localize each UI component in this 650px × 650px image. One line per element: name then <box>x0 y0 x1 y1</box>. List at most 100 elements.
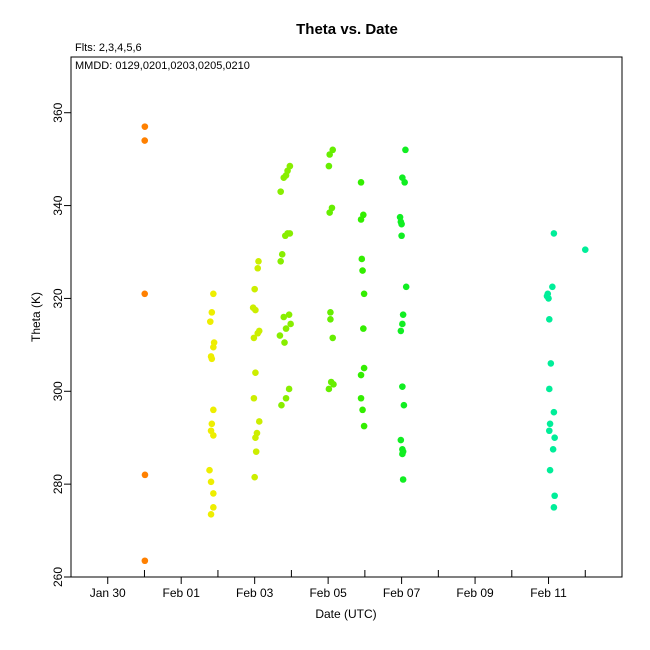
data-point <box>326 209 333 216</box>
data-point <box>399 383 406 390</box>
data-point <box>399 320 406 328</box>
data-point <box>208 420 216 428</box>
data-point <box>398 232 405 240</box>
data-point <box>402 283 410 291</box>
data-point <box>359 267 366 274</box>
x-tick-label: Feb 09 <box>456 586 494 600</box>
y-tick-label: 300 <box>51 381 65 401</box>
data-point <box>206 318 214 325</box>
chart-title: Theta vs. Date <box>296 21 398 38</box>
data-point <box>360 290 368 298</box>
data-point <box>251 285 258 293</box>
data-point <box>208 309 216 316</box>
y-tick-label: 340 <box>51 195 65 215</box>
data-point <box>281 339 288 346</box>
y-axis: 260 280 300 320 340 360 <box>51 102 71 587</box>
data-point <box>397 436 405 444</box>
data-points <box>141 123 589 565</box>
data-point <box>141 471 149 479</box>
data-point <box>252 448 260 455</box>
data-point <box>254 329 262 337</box>
data-point <box>549 283 556 291</box>
data-point <box>397 327 405 335</box>
data-point <box>327 309 334 316</box>
data-point <box>276 332 284 339</box>
data-point <box>280 174 288 182</box>
mmdd-label: MMDD: 0129,0201,0203,0205,0210 <box>75 60 250 72</box>
data-point <box>551 434 558 442</box>
data-point <box>255 257 262 265</box>
x-tick-label: Jan 30 <box>90 586 126 600</box>
data-point <box>207 478 215 486</box>
data-point <box>358 255 366 263</box>
data-point <box>210 432 217 439</box>
data-point <box>326 151 333 158</box>
y-tick-label: 280 <box>51 474 65 494</box>
data-point <box>282 325 290 332</box>
data-point <box>330 381 337 388</box>
data-point <box>141 290 149 298</box>
x-axis-label: Date (UTC) <box>315 607 376 621</box>
y-tick-label: 260 <box>51 567 65 587</box>
x-tick-label: Feb 07 <box>383 586 421 600</box>
data-point <box>550 230 558 237</box>
data-point <box>398 220 405 228</box>
x-tick-label: Feb 01 <box>163 586 201 600</box>
data-point <box>402 146 409 154</box>
data-point <box>399 311 407 318</box>
data-point <box>357 216 365 223</box>
data-point <box>250 394 258 402</box>
data-point <box>400 401 408 409</box>
data-point <box>252 369 259 377</box>
data-point <box>329 334 337 342</box>
y-tick-label: 360 <box>51 102 65 122</box>
data-point <box>551 492 558 500</box>
data-point <box>357 371 365 379</box>
data-point <box>357 394 365 402</box>
data-point <box>546 420 554 428</box>
data-point <box>360 422 368 430</box>
data-point <box>210 504 217 511</box>
data-point <box>285 385 293 393</box>
x-tick-label: Feb 03 <box>236 586 274 600</box>
data-point <box>285 311 293 318</box>
data-point <box>549 446 557 453</box>
plot-frame <box>70 56 623 578</box>
data-point <box>329 146 337 154</box>
data-point <box>254 264 262 272</box>
data-point <box>250 334 258 342</box>
data-point <box>277 257 284 265</box>
data-point <box>277 188 284 195</box>
data-point <box>278 401 285 409</box>
data-point <box>550 504 558 511</box>
data-point <box>550 408 558 416</box>
data-point <box>545 385 553 393</box>
data-point <box>401 179 408 186</box>
data-point <box>141 557 149 565</box>
data-point <box>545 295 552 302</box>
data-point <box>581 246 589 253</box>
data-point <box>399 450 406 458</box>
data-point <box>206 466 213 474</box>
data-point <box>280 313 288 321</box>
y-axis-label: Theta (K) <box>29 292 43 342</box>
data-point <box>545 427 553 435</box>
data-point <box>325 385 333 393</box>
x-tick-label: Feb 05 <box>309 586 347 600</box>
data-point <box>207 511 215 518</box>
data-point <box>141 123 149 130</box>
data-point <box>252 306 259 314</box>
data-point <box>252 434 259 442</box>
data-point <box>281 232 289 240</box>
data-point <box>278 251 286 258</box>
data-point <box>546 466 554 474</box>
data-point <box>251 473 258 481</box>
data-point <box>327 316 334 323</box>
data-point <box>210 343 217 351</box>
data-point <box>255 418 263 425</box>
data-point <box>282 394 290 402</box>
y-tick-label: 320 <box>51 288 65 308</box>
data-point <box>399 476 407 483</box>
data-point <box>210 406 217 414</box>
